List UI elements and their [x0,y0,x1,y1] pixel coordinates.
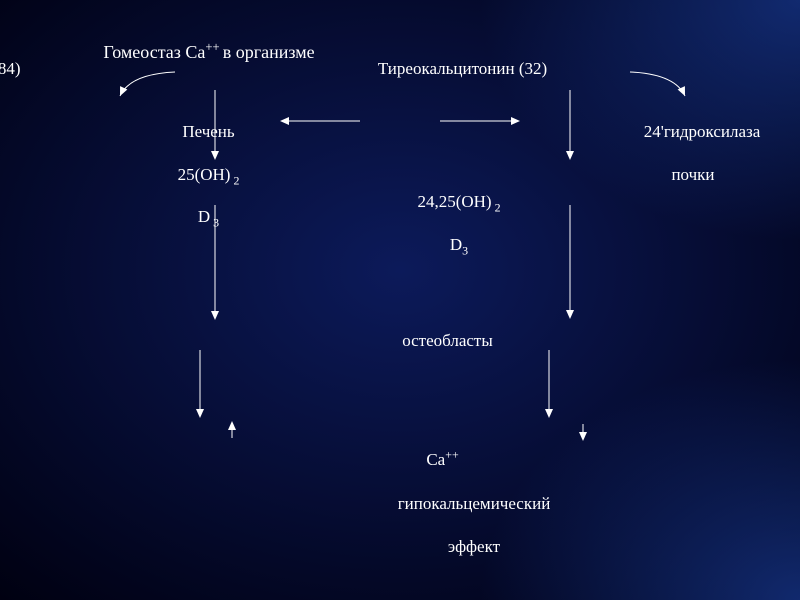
arrow-tct-curve-right [630,72,685,96]
node-osteoblasts: остеобласты [271,330,624,351]
node-hydroxylase-24: 24'гидроксилаза почки [627,100,743,206]
title-sup: ++ [205,40,222,54]
node-calcitonin: Тиреокальцитонин (32) [294,58,632,79]
node-2425-oh-d3: 24,25(ОН) 2 D3 [276,170,626,276]
node-hypocalcemic: гипокальцемический эффект [298,472,633,578]
